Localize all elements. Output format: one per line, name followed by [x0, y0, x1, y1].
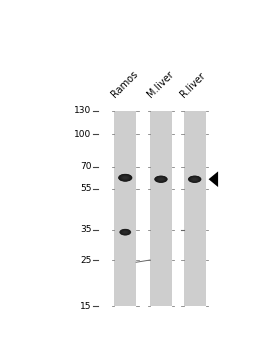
Ellipse shape — [120, 229, 130, 235]
Ellipse shape — [189, 176, 200, 182]
Ellipse shape — [123, 231, 128, 233]
Ellipse shape — [157, 177, 165, 182]
Ellipse shape — [123, 176, 127, 179]
Bar — [150, 111, 172, 306]
Ellipse shape — [160, 179, 162, 180]
Ellipse shape — [121, 230, 129, 234]
Ellipse shape — [123, 231, 127, 233]
Ellipse shape — [119, 229, 131, 236]
Ellipse shape — [120, 229, 131, 235]
Bar — [177, 111, 179, 306]
Ellipse shape — [191, 177, 199, 182]
Text: 55: 55 — [80, 184, 92, 193]
Text: 35: 35 — [80, 225, 92, 234]
Ellipse shape — [193, 179, 196, 180]
Ellipse shape — [193, 178, 197, 180]
Ellipse shape — [121, 230, 130, 235]
Ellipse shape — [188, 176, 201, 183]
Ellipse shape — [189, 176, 201, 183]
Ellipse shape — [191, 178, 198, 181]
Ellipse shape — [158, 178, 164, 181]
Ellipse shape — [121, 230, 130, 234]
Text: R.liver: R.liver — [179, 71, 208, 99]
Ellipse shape — [159, 179, 162, 180]
Ellipse shape — [155, 176, 167, 182]
Ellipse shape — [188, 176, 201, 183]
Ellipse shape — [158, 178, 164, 181]
Bar — [142, 111, 144, 306]
Ellipse shape — [156, 176, 166, 182]
Ellipse shape — [122, 176, 129, 180]
Ellipse shape — [121, 175, 130, 180]
Ellipse shape — [118, 174, 132, 182]
Ellipse shape — [190, 177, 199, 182]
Text: 70: 70 — [80, 162, 92, 171]
Text: M.liver: M.liver — [145, 69, 175, 99]
Ellipse shape — [155, 176, 167, 183]
Ellipse shape — [122, 231, 129, 234]
Text: 130: 130 — [74, 106, 92, 115]
Ellipse shape — [190, 177, 199, 182]
Ellipse shape — [121, 175, 130, 180]
Ellipse shape — [192, 178, 197, 181]
Ellipse shape — [120, 175, 130, 180]
Ellipse shape — [124, 232, 126, 233]
Ellipse shape — [119, 174, 132, 181]
Ellipse shape — [159, 178, 163, 180]
Polygon shape — [209, 171, 218, 187]
Ellipse shape — [123, 231, 127, 233]
Ellipse shape — [121, 229, 130, 235]
Text: 15: 15 — [80, 302, 92, 311]
Ellipse shape — [124, 231, 127, 233]
Ellipse shape — [190, 176, 200, 182]
Bar — [184, 111, 206, 306]
Ellipse shape — [124, 177, 126, 178]
Ellipse shape — [158, 178, 164, 181]
Ellipse shape — [156, 177, 166, 182]
Text: Ramos: Ramos — [109, 69, 140, 99]
Ellipse shape — [124, 232, 126, 233]
Ellipse shape — [157, 177, 165, 182]
Ellipse shape — [122, 176, 128, 179]
Ellipse shape — [159, 178, 163, 180]
Ellipse shape — [120, 229, 131, 235]
Ellipse shape — [122, 230, 129, 234]
Ellipse shape — [123, 231, 128, 234]
Ellipse shape — [120, 175, 131, 181]
Ellipse shape — [194, 179, 196, 180]
Ellipse shape — [192, 178, 197, 180]
Ellipse shape — [192, 178, 198, 181]
Ellipse shape — [123, 176, 128, 179]
Text: 100: 100 — [74, 130, 92, 139]
Ellipse shape — [157, 177, 165, 181]
Ellipse shape — [189, 176, 200, 182]
Ellipse shape — [156, 176, 166, 182]
Ellipse shape — [155, 176, 167, 183]
Bar — [114, 111, 136, 306]
Ellipse shape — [154, 176, 168, 183]
Ellipse shape — [124, 177, 127, 179]
Ellipse shape — [119, 175, 131, 181]
Ellipse shape — [122, 231, 128, 234]
Ellipse shape — [159, 178, 163, 180]
Ellipse shape — [191, 177, 198, 181]
Ellipse shape — [122, 176, 129, 180]
Ellipse shape — [121, 176, 129, 180]
Ellipse shape — [193, 178, 196, 180]
Text: 25: 25 — [80, 256, 92, 265]
Ellipse shape — [120, 175, 131, 181]
Ellipse shape — [119, 174, 132, 182]
Ellipse shape — [123, 177, 127, 179]
